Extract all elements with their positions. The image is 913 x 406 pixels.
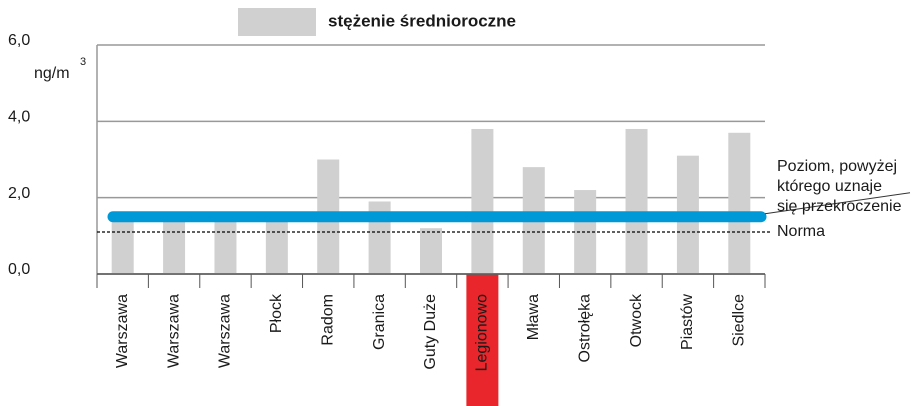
x-tick-label: Legionowo — [474, 294, 491, 372]
x-tick-label: Siedlce — [731, 294, 748, 347]
x-tick-label: Guty Duże — [422, 294, 439, 370]
x-tick-label: Płock — [268, 293, 285, 333]
highlight-box — [466, 274, 499, 406]
reference-label: Norma — [777, 223, 825, 240]
reference-label: się przekroczenie — [777, 198, 902, 215]
y-axis-label: ng/m — [34, 65, 70, 82]
x-tick-label: Ostrołęka — [576, 294, 593, 363]
bar — [214, 220, 237, 274]
y-tick-label: 6,0 — [8, 32, 30, 49]
annotation-leader — [764, 192, 911, 215]
y-tick-label: 4,0 — [8, 109, 30, 126]
x-tick-label: Granica — [371, 294, 388, 350]
x-tick-label: Warszawa — [165, 294, 182, 368]
x-tick-label: Otwock — [628, 293, 645, 347]
x-tick-label: Piastów — [679, 294, 696, 350]
bar — [625, 128, 648, 274]
bar — [471, 128, 494, 274]
x-tick-label: Mława — [525, 294, 542, 340]
y-tick-label: 0,0 — [8, 261, 30, 278]
bar — [728, 132, 751, 274]
bar — [111, 220, 134, 274]
bar — [163, 220, 186, 274]
legend-label: stężenie średnioroczne — [328, 11, 516, 30]
y-axis-label-superscript: 3 — [80, 56, 86, 68]
x-tick-label: Radom — [319, 294, 336, 346]
x-tick-label: Warszawa — [114, 294, 131, 368]
bar — [265, 220, 288, 274]
reference-label: Poziom, powyżej — [777, 158, 897, 175]
bar — [574, 190, 597, 274]
legend-swatch — [238, 8, 316, 36]
y-tick-label: 2,0 — [8, 185, 30, 202]
reference-label: którego uznaje — [777, 178, 882, 195]
x-tick-label: Warszawa — [217, 294, 234, 368]
bar — [420, 228, 442, 274]
